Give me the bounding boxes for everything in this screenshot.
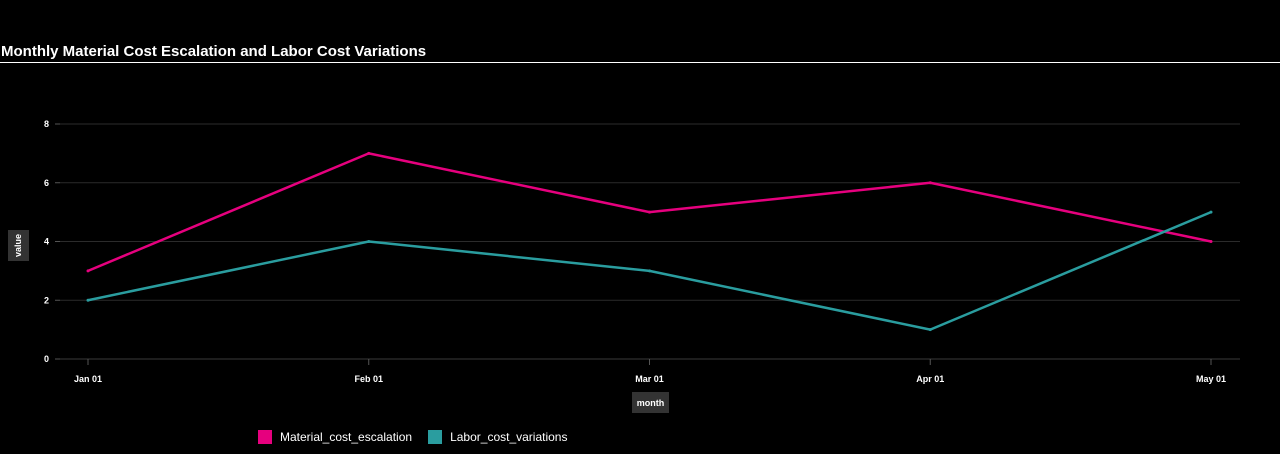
y-axis-title-text: value: [13, 234, 23, 257]
chart-title: Monthly Material Cost Escalation and Lab…: [1, 43, 427, 60]
x-axis-title: month: [632, 392, 669, 413]
axis-layer: 0 2 4 6 8 Jan 01 Feb 01 Mar 01 Apr 01 May 01: [44, 119, 1226, 384]
x-axis-title-text: month: [637, 398, 665, 408]
data-point[interactable]: [367, 240, 371, 243]
x-tick-label: Mar 01: [635, 374, 664, 384]
y-tick-label: 2: [44, 295, 49, 305]
x-tick-label: Feb 01: [354, 374, 383, 384]
data-point[interactable]: [648, 210, 651, 214]
legend-label: Material_cost_escalation: [280, 430, 413, 444]
data-point[interactable]: [928, 181, 932, 185]
data-point[interactable]: [1209, 240, 1213, 243]
data-point[interactable]: [928, 328, 932, 332]
legend-swatch: [428, 430, 443, 444]
x-tick-label: May 01: [1196, 374, 1226, 384]
legend-swatch: [258, 430, 272, 444]
data-point[interactable]: [1209, 210, 1213, 214]
data-point[interactable]: [367, 151, 371, 155]
title-underline: [0, 62, 1280, 63]
x-tick-label: Jan 01: [74, 374, 102, 384]
data-point[interactable]: [86, 298, 90, 302]
legend-item[interactable]: Labor_cost_variations: [428, 430, 567, 444]
x-tick-label: Apr 01: [916, 374, 944, 384]
y-tick-label: 6: [44, 178, 49, 188]
y-tick-label: 4: [44, 237, 49, 247]
y-tick-label: 8: [44, 119, 49, 129]
y-tick-label: 0: [44, 354, 49, 364]
line-chart: 0 2 4 6 8 Jan 01 Feb 01 Mar 01 Apr 01 May 01 valu…: [8, 119, 1240, 413]
chart-legend: Material_cost_escalation Labor_cost_varia…: [258, 430, 583, 444]
legend-item[interactable]: Material_cost_escalation: [258, 430, 412, 444]
series-layer: [86, 151, 1213, 332]
data-point[interactable]: [86, 269, 90, 273]
data-point[interactable]: [648, 269, 651, 273]
legend-label: Labor_cost_variations: [450, 430, 568, 444]
y-axis-title: value: [8, 230, 29, 261]
grid-layer: [60, 123, 1240, 360]
